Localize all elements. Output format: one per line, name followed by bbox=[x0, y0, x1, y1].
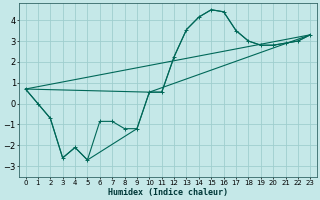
X-axis label: Humidex (Indice chaleur): Humidex (Indice chaleur) bbox=[108, 188, 228, 197]
